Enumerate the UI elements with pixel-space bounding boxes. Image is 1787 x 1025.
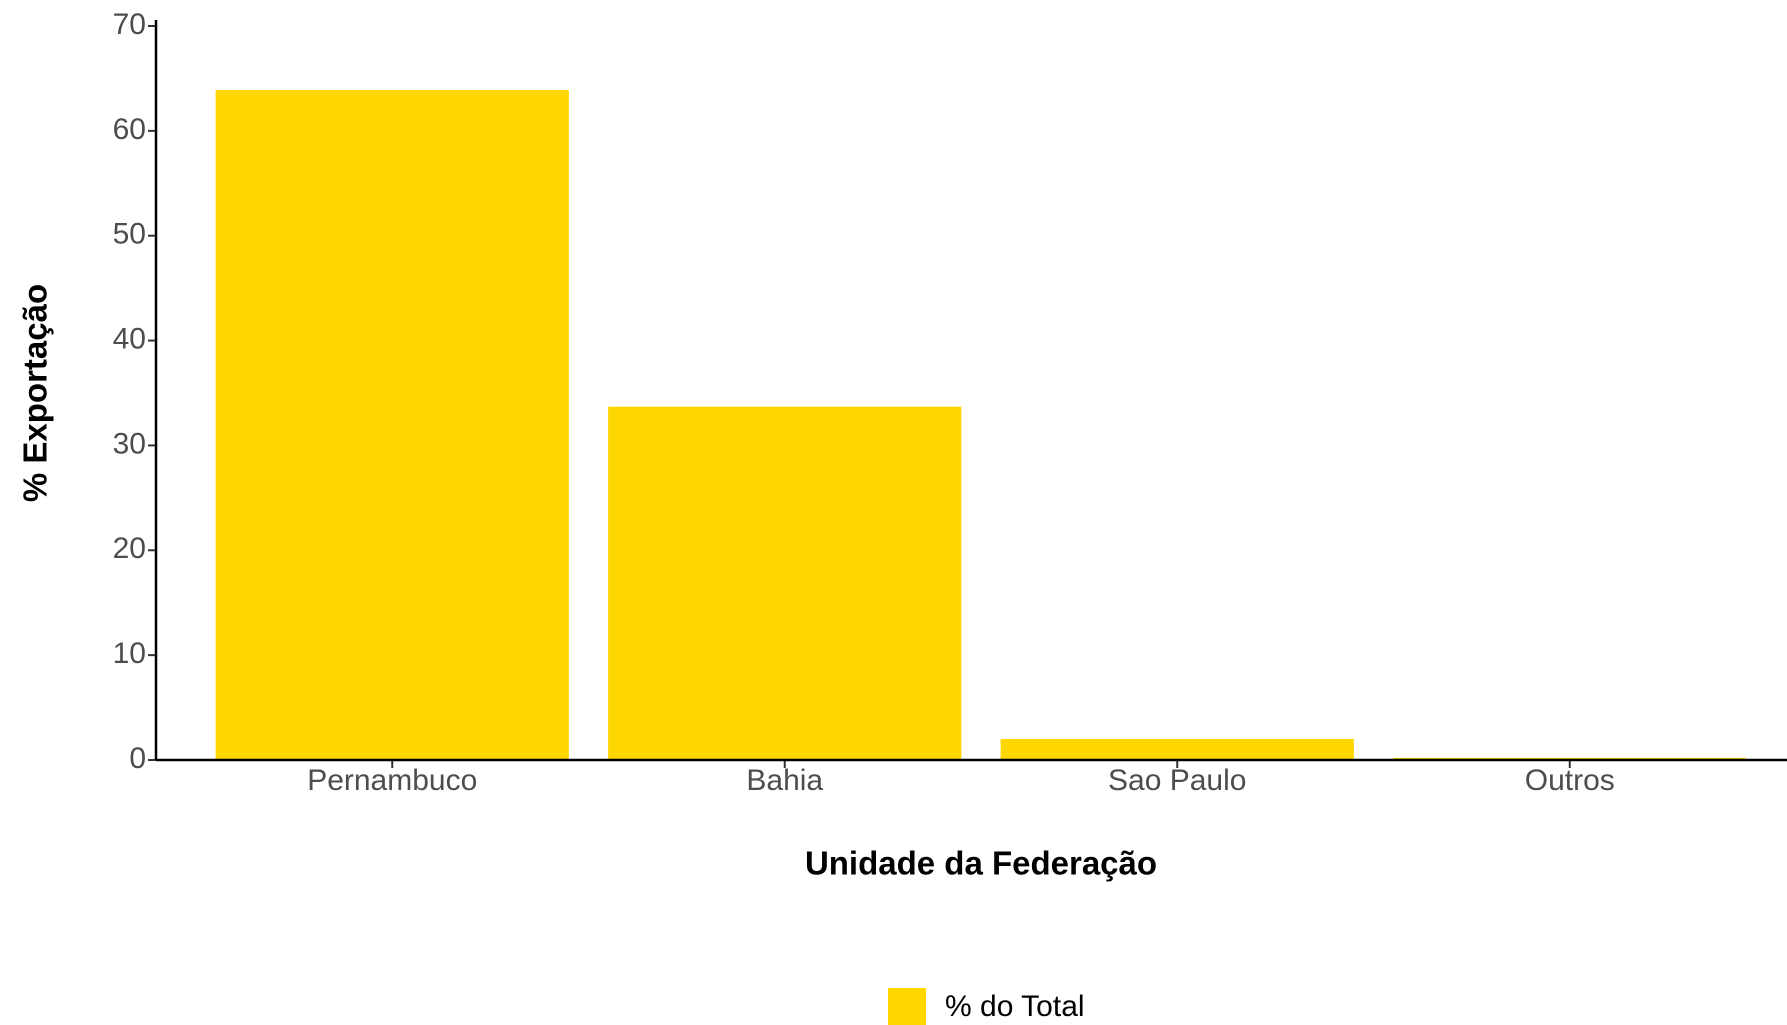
y-tick-label: 10 xyxy=(113,637,146,670)
x-tick-label: Pernambuco xyxy=(307,764,477,797)
y-axis-title: % Exportação xyxy=(17,284,54,502)
x-axis-title: Unidade da Federação xyxy=(805,845,1157,882)
bar xyxy=(1000,739,1354,760)
x-tick-label: Outros xyxy=(1525,764,1615,797)
x-tick-label: Sao Paulo xyxy=(1108,764,1246,797)
y-tick-label: 40 xyxy=(113,322,146,355)
y-tick-label: 50 xyxy=(113,218,146,251)
bar xyxy=(215,89,569,760)
y-tick-label: 70 xyxy=(113,8,146,41)
y-tick-label: 0 xyxy=(129,742,146,775)
legend-label: % do Total xyxy=(945,990,1085,1023)
x-tick-label: Bahia xyxy=(746,764,823,797)
y-tick-label: 60 xyxy=(113,113,146,146)
y-tick-label: 30 xyxy=(113,427,146,460)
bar xyxy=(608,406,962,760)
y-tick-label: 20 xyxy=(113,532,146,565)
legend-key xyxy=(888,988,926,1025)
